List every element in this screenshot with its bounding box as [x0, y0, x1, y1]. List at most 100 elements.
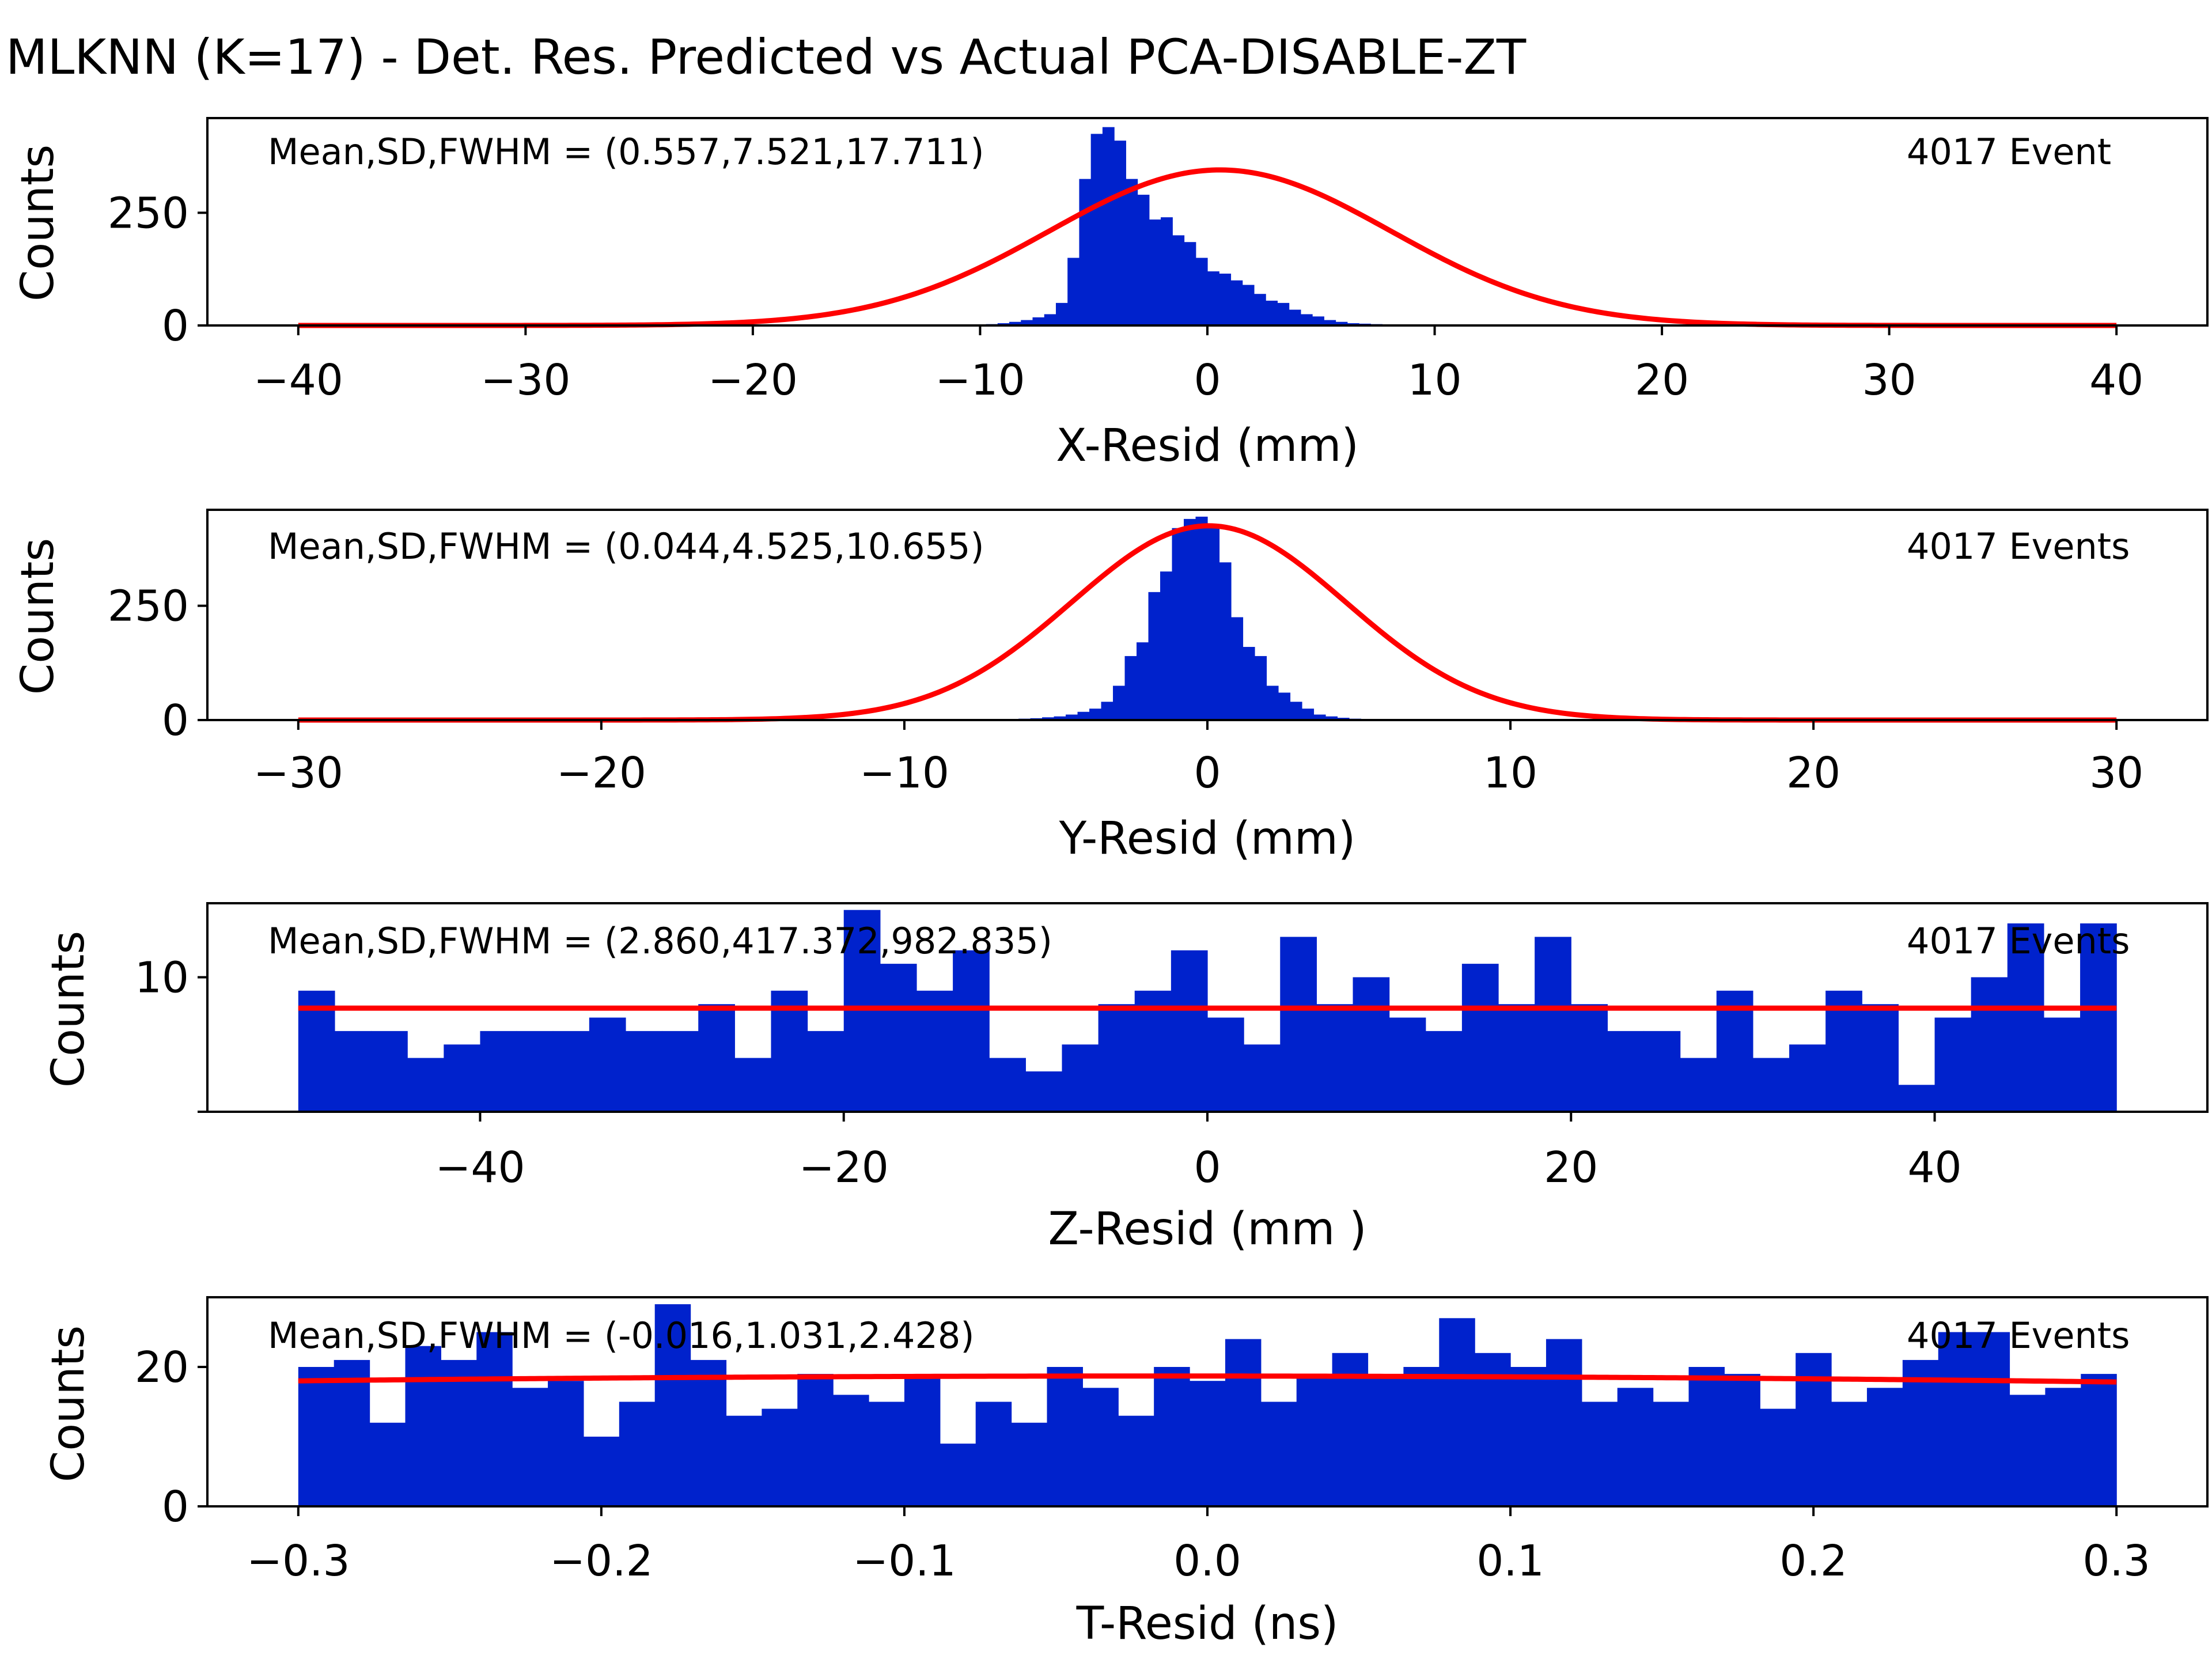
t-hist-bar [1653, 1402, 1690, 1506]
t-hist-bar [1118, 1415, 1154, 1506]
t-fit-curve [298, 1373, 2117, 1385]
z-hist-bar [734, 1058, 772, 1112]
x-hist-bar [1126, 179, 1138, 325]
x-hist-bar [1266, 300, 1278, 325]
z-hist-bar [698, 1004, 735, 1112]
x-hist-bar [1079, 179, 1092, 325]
x-hist-bar [1114, 141, 1126, 325]
y-hist-bar [1172, 528, 1184, 720]
z-hist-bar [1207, 1017, 1244, 1112]
x-hist-bar [1277, 302, 1290, 325]
t-hist-bar [1902, 1359, 1939, 1506]
y-hist-bar [1066, 714, 1078, 720]
x-stats-annotation: Mean,SD,FWHM = (0.557,7.521,17.711) [268, 131, 984, 173]
z-x-tick-label: −40 [435, 1143, 525, 1192]
x-hist-bar [1242, 285, 1255, 325]
x-x-tick-label: −20 [708, 355, 798, 405]
z-hist-bar [407, 1058, 444, 1112]
z-hist-bar [1280, 937, 1317, 1112]
t-hist-bar [1225, 1339, 1262, 1506]
z-hist-bar [1134, 990, 1172, 1112]
z-hist-bar [916, 990, 953, 1112]
x-hist-bar [1055, 302, 1068, 325]
y-x-tick-label: 20 [1786, 748, 1840, 798]
t-hist-bar [1581, 1402, 1618, 1506]
t-hist-bar [1011, 1422, 1048, 1506]
x-hist-bar [1253, 294, 1266, 325]
t-y-tick-label: 20 [135, 1343, 189, 1392]
z-hist-bar [662, 1031, 699, 1112]
z-hist-bar [1498, 1004, 1535, 1112]
t-y-tick-label: 0 [162, 1482, 189, 1532]
x-x-tick-label: 10 [1407, 355, 1461, 405]
z-hist-bar [807, 1031, 844, 1112]
z-hist-bar [371, 1031, 408, 1112]
x-hist-bar [1195, 257, 1208, 325]
z-hist-bar [843, 910, 881, 1112]
t-hist-bar [762, 1408, 798, 1506]
t-hist-bar [869, 1402, 905, 1506]
y-resid-panel: −30 −20 −10 0 10 20 30 0 250 Mean,SD,FWHM = (0.0… [12, 509, 2209, 865]
x-x-tick-label: 30 [1862, 355, 1916, 405]
z-hist-bar [1062, 1044, 1099, 1112]
x-hist-bar [1090, 134, 1103, 326]
x-y-tick-label: 0 [162, 301, 189, 351]
x-hist-bar [1300, 314, 1313, 325]
t-hist-bar [1047, 1367, 1083, 1506]
z-hist-bar [1571, 1004, 1608, 1112]
y-hist-bar [1124, 656, 1137, 720]
x-x-tick-label: −40 [253, 355, 343, 405]
x-event-count: 4017 Event [1907, 131, 2111, 173]
y-plot-area: −30 −20 −10 0 10 20 30 0 250 [108, 509, 2209, 798]
t-hist-bar [369, 1422, 406, 1506]
z-hist-bar [1244, 1044, 1281, 1112]
t-x-tick-label: 0.0 [1173, 1536, 1241, 1586]
z-hist-bar [334, 1031, 372, 1112]
x-hist-bar [1324, 320, 1336, 325]
x-hist-bar [1137, 195, 1150, 325]
z-hist-bar [989, 1058, 1026, 1112]
t-hist-bar [1439, 1318, 1475, 1506]
y-hist-bar [1101, 702, 1113, 720]
t-hist-bar [1760, 1408, 1796, 1506]
t-hist-bar [833, 1395, 869, 1506]
y-axis-label: Y-Resid (mm) [1059, 813, 1356, 865]
x-hist-bar [1172, 235, 1185, 325]
z-hist-bar [444, 1044, 481, 1112]
y-hist-bar [1266, 685, 1279, 720]
z-x-tick-label: 40 [1907, 1143, 1961, 1192]
t-hist-bar [583, 1437, 620, 1506]
x-hist-bar [1032, 317, 1045, 325]
t-hist-bar [2081, 1374, 2117, 1506]
z-hist-bar [880, 964, 917, 1112]
t-hist-bar [1688, 1367, 1725, 1506]
z-hist-bar [298, 990, 335, 1112]
z-hist-bar [1461, 964, 1499, 1112]
z-hist-bar [1607, 1031, 1645, 1112]
z-hist-bar [2043, 1017, 2081, 1112]
y-x-tick-label: 30 [2089, 748, 2143, 798]
z-plot-area: −40 −20 0 20 40 10 [135, 902, 2209, 1192]
z-hist-bar [552, 1031, 590, 1112]
z-x-tick-label: 20 [1544, 1143, 1598, 1192]
x-hist-bar [1335, 321, 1348, 325]
z-axis-label: Z-Resid (mm ) [1048, 1203, 1366, 1255]
t-hist-bar [654, 1304, 691, 1506]
t-hist-bar [476, 1332, 513, 1506]
t-hist-bar [512, 1388, 548, 1506]
z-y-axis-label: Counts [43, 931, 94, 1088]
z-hist-bar [1825, 990, 1862, 1112]
t-x-tick-label: 0.3 [2082, 1536, 2150, 1586]
z-hist-bar [1898, 1085, 1936, 1112]
x-hist-bar [1184, 242, 1196, 325]
t-hist-bar [1938, 1332, 1975, 1506]
x-y-axis-label: Counts [12, 145, 64, 301]
y-hist-bar [1089, 709, 1102, 720]
z-hist-bar [1353, 977, 1390, 1112]
x-x-tick-label: −30 [480, 355, 570, 405]
t-hist-bar [2009, 1395, 2046, 1506]
t-hist-bar [548, 1381, 584, 1506]
t-y-axis-label: Counts [43, 1325, 94, 1482]
t-hist-bar [1368, 1374, 1404, 1506]
z-hist-bar [1971, 977, 2008, 1112]
